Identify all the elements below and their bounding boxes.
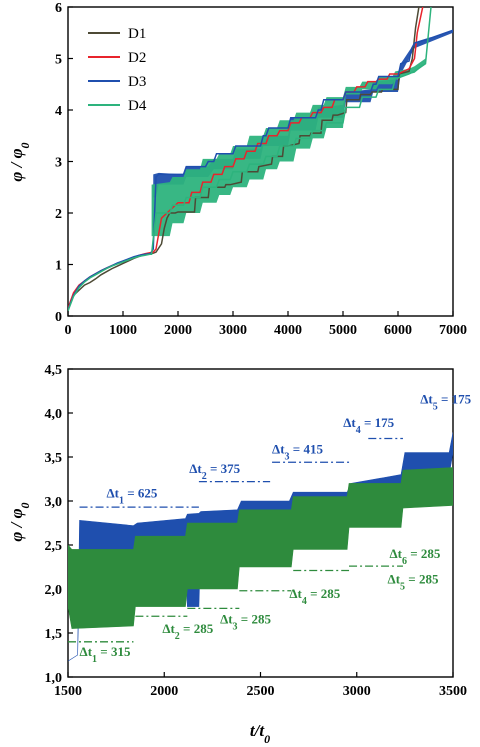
top-y-tick-label: 4 (55, 104, 62, 119)
top-x-tick-label: 4000 (274, 323, 302, 338)
top-x-tick-label: 5000 (329, 323, 357, 338)
top-x-tick-label: 6000 (384, 323, 412, 338)
bottom-band-green (68, 467, 453, 629)
top-x-tick-label: 0 (65, 323, 72, 338)
top-band-D4 (151, 7, 431, 237)
bottom-interval-label: Δt2 = 285 (162, 621, 213, 642)
bottom-interval-label: Δt1 = 315 (80, 644, 131, 665)
bottom-interval-label: Δt5 = 285 (388, 572, 439, 593)
bottom-x-tick-label: 1500 (54, 684, 82, 699)
bottom-interval-label: Δt4 = 175 (343, 415, 394, 436)
top-y-tick-label: 6 (55, 1, 62, 16)
bottom-interval-label: Δt6 = 285 (389, 546, 440, 567)
bottom-y-tick-label: 2,0 (45, 583, 63, 598)
top-x-tick-label: 7000 (439, 323, 467, 338)
bottom-y-tick-label: 2,5 (45, 539, 63, 554)
bottom-interval-label: Δt5 = 175 (420, 391, 471, 412)
top-x-tick-label: 1000 (109, 323, 137, 338)
top-series-D1 (68, 7, 420, 312)
top-series-D4 (68, 7, 432, 312)
bottom-interval-label: Δt3 = 415 (272, 441, 323, 462)
bottom-plot-area (68, 432, 453, 662)
bottom-interval-label: Δt4 = 285 (289, 586, 340, 607)
bottom-interval-label: Δt3 = 285 (220, 611, 271, 632)
bottom-y-tick-label: 1,5 (45, 627, 63, 642)
bottom-x-tick-label: 3500 (439, 684, 467, 699)
chart-bottom: 1500 2000 2500 3000 3500 1,0 1,5 2,0 2,5 3,0 3,5 4,… (7, 363, 472, 746)
top-y-tick-label: 2 (55, 207, 62, 222)
top-y-tick-label: 5 (55, 53, 62, 68)
top-y-tick-label: 1 (55, 259, 62, 274)
bottom-x-tick-label: 3000 (343, 684, 371, 699)
chart-top: 0 1000 2000 3000 4000 5000 6000 7000 0 1 2 3 4 5 6 D1 D2… (7, 1, 467, 338)
bottom-y-tick-label: 1,0 (45, 671, 63, 686)
top-x-tick-label: 3000 (219, 323, 247, 338)
top-legend-label: D1 (128, 26, 146, 42)
top-x-tick-label: 2000 (164, 323, 192, 338)
bottom-interval-label: Δt2 = 375 (189, 461, 240, 482)
bottom-x-tick-label: 2000 (150, 684, 178, 699)
bottom-x-tick-label: 2500 (247, 684, 275, 699)
bottom-y-tick-label: 4,0 (45, 407, 63, 422)
bottom-x-axis-title: t/t0 (250, 721, 270, 746)
top-y-tick-label: 0 (55, 310, 62, 325)
bottom-y-tick-label: 3,5 (45, 451, 63, 466)
top-plot-area (68, 7, 453, 312)
top-y-axis-title: φ / φ0 (7, 142, 32, 181)
top-legend-label: D4 (128, 98, 147, 114)
bottom-y-tick-label: 3,0 (45, 495, 63, 510)
top-legend-label: D2 (128, 50, 146, 66)
top-y-tick-label: 3 (55, 156, 62, 171)
top-legend-label: D3 (128, 74, 146, 90)
bottom-interval-label: Δt1 = 625 (107, 485, 158, 506)
bottom-y-tick-label: 4,5 (45, 363, 63, 378)
bottom-y-axis-title: φ / φ0 (7, 502, 32, 541)
